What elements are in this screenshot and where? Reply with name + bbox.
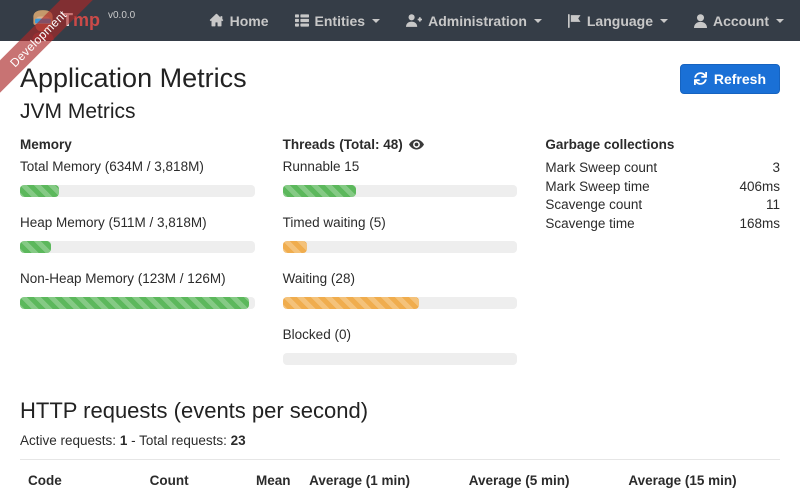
progress-fill — [20, 297, 250, 309]
chevron-down-icon — [660, 18, 668, 27]
nav-item-entities[interactable]: Entities — [294, 12, 381, 29]
nav-label: Home — [229, 12, 269, 29]
chevron-down-icon — [372, 18, 381, 27]
nav-label: Account — [713, 12, 769, 29]
chevron-down-icon — [776, 18, 784, 27]
metrics-page: Application Metrics Refresh JVM Metrics … — [0, 41, 800, 498]
nav-item-account[interactable]: Account — [694, 13, 784, 29]
eye-icon[interactable] — [408, 139, 424, 150]
active-requests-label: Active requests: — [20, 433, 117, 448]
gc-column: Garbage collections Mark Sweep count 3 Mar… — [545, 137, 780, 383]
nav-label: Entities — [314, 12, 366, 29]
threads-title-label: Threads — [282, 137, 336, 152]
refresh-button[interactable]: Refresh — [679, 63, 780, 94]
metric-label: Waiting (28) — [282, 271, 355, 286]
progress-track — [20, 241, 255, 253]
refresh-icon — [693, 72, 707, 85]
gc-label: Mark Sweep time — [545, 178, 650, 194]
http-requests-table: Code Count Mean Average (1 min) Average … — [20, 460, 780, 498]
memory-title: Memory — [20, 137, 72, 152]
metric-label: Total Memory (634M / 3,818M) — [20, 159, 204, 174]
http-requests-summary: Active requests: 1 - Total requests: 23 — [20, 433, 780, 448]
divider — [20, 459, 780, 460]
progress-track — [20, 297, 255, 309]
header-avg-1min: Average (1 min) — [309, 473, 410, 488]
progress-fill — [20, 185, 59, 197]
nav-item-home[interactable]: Home — [209, 13, 269, 29]
user-plus-icon — [406, 14, 423, 27]
header-count: Count — [149, 473, 189, 488]
metric-item: Runnable 15 — [282, 159, 518, 197]
metric-label: Timed waiting (5) — [282, 215, 386, 230]
chevron-down-icon — [533, 18, 542, 27]
progress-track — [282, 185, 518, 197]
thread-bars: Runnable 15 Timed waiting (5) Waiting (28)… — [282, 159, 518, 365]
gc-rows: Mark Sweep count 3 Mark Sweep time 406ms Sca… — [545, 159, 780, 233]
progress-fill — [20, 241, 52, 253]
threads-column: Threads (Total: 48) Runnable 15 Timed wai… — [282, 137, 518, 383]
nav-item-administration[interactable]: Administration — [406, 13, 542, 29]
header-avg-5min: Average (5 min) — [468, 473, 570, 488]
gc-value: 3 — [772, 160, 781, 175]
flag-icon — [567, 13, 581, 28]
threads-title: Threads (Total: 48) — [283, 137, 518, 152]
header-mean: Mean — [255, 473, 291, 488]
metric-label: Blocked (0) — [282, 327, 351, 342]
active-requests-value: 1 — [119, 433, 128, 448]
metric-item: Total Memory (634M / 3,818M) — [20, 159, 255, 197]
metric-item: Blocked (0) — [282, 327, 518, 365]
summary-separator: - — [131, 433, 136, 448]
jvm-metrics-row: Memory Total Memory (634M / 3,818M) Heap … — [20, 137, 780, 383]
navbar-menu: Home Entities Administration Language — [209, 13, 784, 29]
progress-fill — [282, 241, 308, 253]
nav-label: Administration — [428, 12, 527, 29]
total-requests-value: 23 — [230, 433, 246, 448]
metric-item: Timed waiting (5) — [282, 215, 518, 253]
gc-value: 406ms — [739, 178, 781, 194]
header-avg-15min: Average (15 min) — [628, 473, 737, 488]
metric-item: Heap Memory (511M / 3,818M) — [20, 215, 255, 253]
gc-label: Mark Sweep count — [545, 160, 658, 175]
user-icon — [694, 13, 707, 28]
gc-label: Scavenge count — [545, 197, 643, 212]
metric-label: Heap Memory (511M / 3,818M) — [20, 215, 207, 230]
metric-item: Non-Heap Memory (123M / 126M) — [20, 271, 255, 309]
list-icon — [294, 14, 309, 27]
nav-item-language[interactable]: Language — [567, 12, 668, 29]
gc-title: Garbage collections — [545, 137, 675, 152]
gc-row: Mark Sweep count 3 — [545, 159, 780, 178]
gc-value: 168ms — [739, 215, 781, 231]
app-version: v0.0.0 — [108, 9, 136, 21]
memory-bars: Total Memory (634M / 3,818M) Heap Memory … — [20, 159, 255, 309]
table-header-row: Code Count Mean Average (1 min) Average … — [20, 460, 780, 498]
total-requests-label: Total requests: — [139, 433, 227, 448]
refresh-label: Refresh — [713, 70, 766, 87]
page-title: Application Metrics — [20, 63, 247, 93]
memory-column: Memory Total Memory (634M / 3,818M) Heap … — [20, 137, 255, 383]
nav-label: Language — [586, 12, 653, 29]
gc-label: Scavenge time — [545, 215, 635, 231]
jvm-metrics-title: JVM Metrics — [20, 100, 136, 123]
progress-track — [20, 185, 255, 197]
header-code: Code — [28, 473, 62, 488]
gc-row: Scavenge time 168ms — [545, 215, 780, 234]
metric-label: Non-Heap Memory (123M / 126M) — [20, 271, 226, 286]
metric-item: Waiting (28) — [282, 271, 518, 309]
progress-fill — [282, 297, 420, 309]
metric-label: Runnable 15 — [282, 159, 360, 174]
progress-track — [282, 241, 518, 253]
http-requests-title: HTTP requests (events per second) — [20, 398, 369, 423]
threads-total: (Total: 48) — [339, 137, 403, 152]
home-icon — [209, 13, 224, 28]
gc-row: Scavenge count 11 — [545, 196, 780, 215]
progress-track — [282, 297, 518, 309]
navbar: Tmp v0.0.0 Home Entities Administration — [0, 0, 800, 41]
gc-value: 11 — [766, 197, 781, 212]
gc-row: Mark Sweep time 406ms — [545, 178, 780, 197]
progress-track — [282, 353, 518, 365]
progress-fill — [282, 185, 356, 197]
